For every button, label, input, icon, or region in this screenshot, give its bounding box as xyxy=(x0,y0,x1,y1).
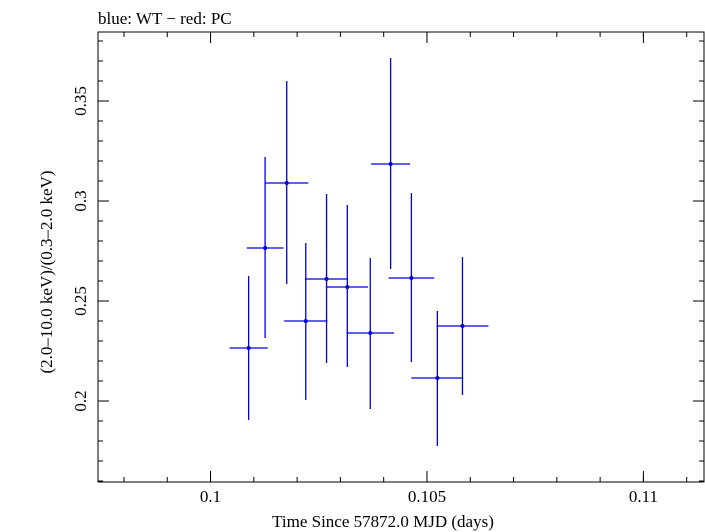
y-axis-label: (2.0–10.0 keV)/(0.3–2.0 keV) xyxy=(37,170,56,373)
data-series xyxy=(229,58,489,446)
x-axis-ticks xyxy=(123,32,688,482)
plot-frame xyxy=(97,31,705,483)
y-tick-label: 0.3 xyxy=(71,190,90,211)
data-point xyxy=(409,276,414,280)
data-point xyxy=(460,324,465,328)
y-axis-tick-labels: 0.2 0.25 0.3 0.35 xyxy=(71,86,90,412)
y-tick-label: 0.35 xyxy=(71,86,90,116)
data-point xyxy=(435,376,440,380)
data-point xyxy=(246,346,251,350)
chart-title: blue: WT − red: PC xyxy=(98,9,232,28)
x-axis-label: Time Since 57872.0 MJD (days) xyxy=(272,512,494,531)
x-axis-tick-labels: 0.1 0.105 0.11 xyxy=(200,487,658,506)
data-point xyxy=(368,331,373,335)
data-point xyxy=(263,246,268,250)
data-point xyxy=(324,277,329,281)
x-tick-label: 0.105 xyxy=(408,487,446,506)
data-point xyxy=(345,285,350,289)
y-tick-label: 0.25 xyxy=(71,286,90,316)
x-tick-label: 0.1 xyxy=(200,487,221,506)
y-tick-label: 0.2 xyxy=(71,390,90,411)
data-point xyxy=(388,162,393,166)
x-tick-label: 0.11 xyxy=(629,487,658,506)
data-point xyxy=(303,319,308,323)
series-wt xyxy=(229,58,489,446)
data-point xyxy=(284,181,289,185)
y-axis-ticks xyxy=(98,40,704,482)
